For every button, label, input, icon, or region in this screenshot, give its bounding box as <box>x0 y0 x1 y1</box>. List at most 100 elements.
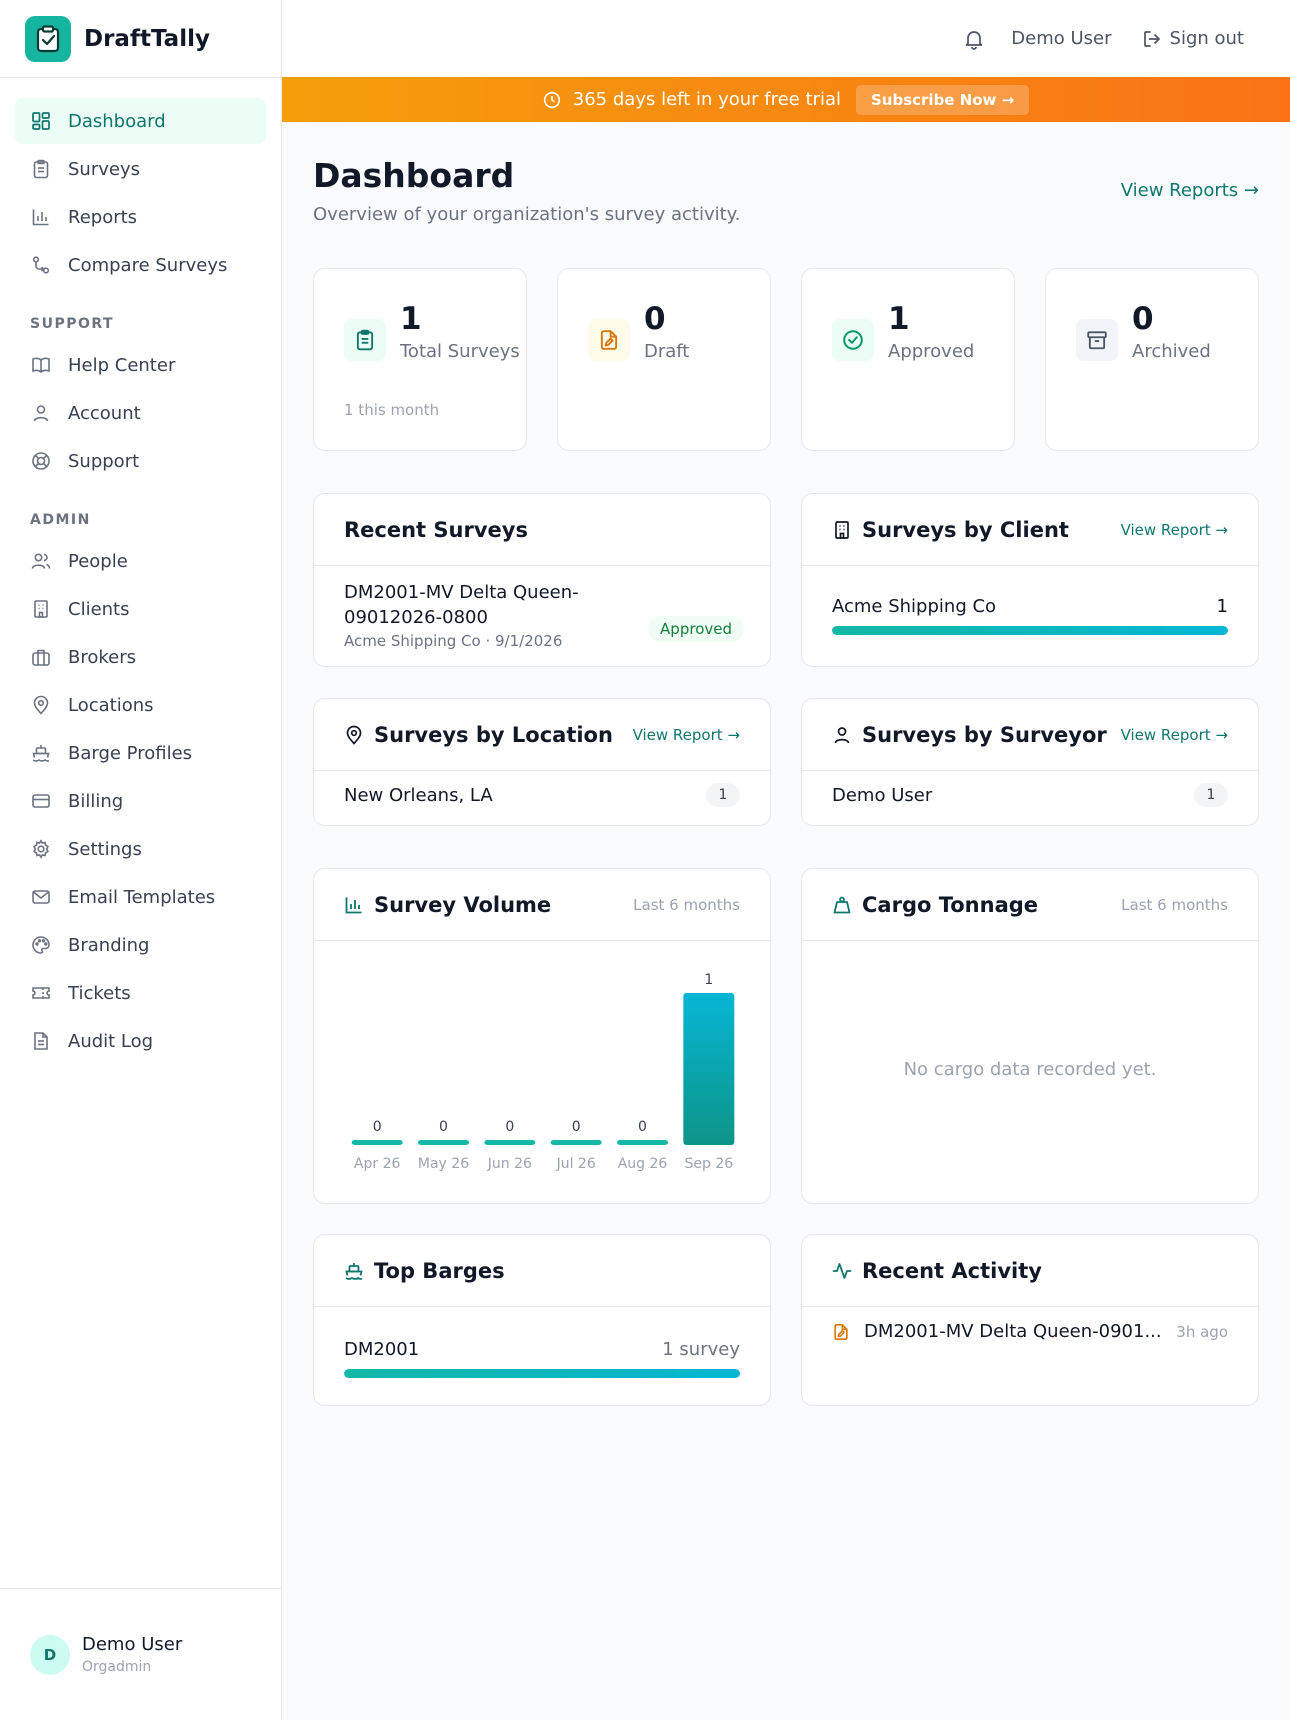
sidebar-item-compare-surveys[interactable]: Compare Surveys <box>15 242 266 288</box>
sidebar-item-label: Brokers <box>68 646 137 668</box>
activity-item[interactable]: DM2001-MV Delta Queen-0901... 3h ago <box>832 1321 1228 1342</box>
card-title: Surveys by Surveyor <box>862 722 1107 747</box>
sidebar-user-role: Orgadmin <box>82 1659 152 1675</box>
view-reports-link[interactable]: View Reports → <box>1120 180 1259 201</box>
barge-name: DM2001 <box>344 1339 420 1360</box>
sign-out-button[interactable]: Sign out <box>1142 28 1244 49</box>
recent-surveys-card: Recent Surveys DM2001-MV Delta Queen-090… <box>313 493 771 667</box>
card-header: Survey Volume Last 6 months <box>314 869 770 941</box>
mail-icon <box>30 886 52 908</box>
cargo-tonnage-card: Cargo Tonnage Last 6 months No cargo dat… <box>801 868 1259 1204</box>
stat-card-total-surveys[interactable]: 1 Total Surveys 1 this month <box>313 268 527 451</box>
bar-chart-icon <box>30 206 52 228</box>
sidebar-user[interactable]: D Demo User Orgadmin <box>0 1588 281 1720</box>
sidebar-item-help-center[interactable]: Help Center <box>15 342 266 388</box>
clock-icon <box>543 91 560 108</box>
nav-section-admin: ADMIN <box>30 512 91 528</box>
location-row[interactable]: New Orleans, LA 1 <box>344 783 740 807</box>
sidebar-item-tickets[interactable]: Tickets <box>15 970 266 1016</box>
sidebar-item-people[interactable]: People <box>15 538 266 584</box>
file-text-icon <box>30 1030 52 1052</box>
sidebar-item-label: Audit Log <box>68 1030 154 1052</box>
survey-list-item[interactable]: DM2001-MV Delta Queen-09012026-0800 Acme… <box>344 580 744 650</box>
recent-activity-card: Recent Activity DM2001-MV Delta Queen-09… <box>801 1234 1259 1406</box>
chart-x-tick-label: Sep 26 <box>685 1156 734 1172</box>
card-title: Cargo Tonnage <box>862 892 1039 917</box>
view-report-link[interactable]: View Report → <box>1120 520 1228 539</box>
survey-name: DM2001-MV Delta Queen-09012026-0800 <box>344 582 579 628</box>
surveys-by-client-card: Surveys by Client View Report → Acme Shi… <box>801 493 1259 667</box>
sidebar-item-label: Email Templates <box>68 886 216 908</box>
briefcase-icon <box>30 646 52 668</box>
stat-label: Draft <box>644 341 690 362</box>
card-title: Recent Surveys <box>344 517 528 542</box>
card-period: Last 6 months <box>633 895 740 914</box>
chart-x-tick-label: Aug 26 <box>618 1156 668 1172</box>
card-title: Survey Volume <box>374 892 552 917</box>
view-report-link[interactable]: View Report → <box>1120 725 1228 744</box>
surveyor-row[interactable]: Demo User 1 <box>832 783 1228 807</box>
sidebar-item-reports[interactable]: Reports <box>15 194 266 240</box>
location-name: New Orleans, LA <box>344 784 493 806</box>
sidebar-item-label: Tickets <box>68 982 131 1004</box>
stat-subtext: 1 this month <box>344 401 440 419</box>
chart-bar <box>550 1140 602 1145</box>
sidebar-item-barge-profiles[interactable]: Barge Profiles <box>15 730 266 776</box>
barge-row[interactable]: DM2001 1 survey <box>344 1339 740 1378</box>
bell-icon[interactable] <box>963 28 985 50</box>
clipboard-icon <box>30 158 52 180</box>
sidebar-item-billing[interactable]: Billing <box>15 778 266 824</box>
client-row[interactable]: Acme Shipping Co 1 <box>832 596 1228 635</box>
chart-value-label: 0 <box>572 1119 581 1135</box>
chart-x-tick-label: Jun 26 <box>487 1156 532 1172</box>
map-pin-icon <box>346 725 362 745</box>
sidebar-item-clients[interactable]: Clients <box>15 586 266 632</box>
card-title: Surveys by Client <box>862 517 1069 542</box>
topbar: Demo User Sign out <box>282 0 1290 77</box>
surveyor-name: Demo User <box>832 784 933 806</box>
stat-card-archived[interactable]: 0 Archived <box>1045 268 1259 451</box>
sidebar-item-brokers[interactable]: Brokers <box>15 634 266 680</box>
trial-banner: 365 days left in your free trial Subscri… <box>282 77 1290 122</box>
ship-icon <box>30 742 52 764</box>
nav-section-support: SUPPORT <box>30 316 115 332</box>
sidebar-item-support[interactable]: Support <box>15 438 266 484</box>
stat-card-draft[interactable]: 0 Draft <box>557 268 771 451</box>
sidebar-item-settings[interactable]: Settings <box>15 826 266 872</box>
stat-label: Archived <box>1132 341 1211 362</box>
archive-icon <box>1076 319 1118 361</box>
sidebar-item-label: Reports <box>68 206 138 228</box>
sidebar-item-dashboard[interactable]: Dashboard <box>15 98 266 144</box>
view-report-link[interactable]: View Report → <box>632 725 740 744</box>
stat-card-approved[interactable]: 1 Approved <box>801 268 1015 451</box>
chart-x-tick-label: Apr 26 <box>354 1156 401 1172</box>
subscribe-now-button[interactable]: Subscribe Now → <box>855 84 1030 115</box>
stat-label: Approved <box>888 341 975 362</box>
sidebar-item-audit-log[interactable]: Audit Log <box>15 1018 266 1064</box>
sidebar-item-branding[interactable]: Branding <box>15 922 266 968</box>
logo-clipboard-icon <box>25 15 71 62</box>
sidebar-item-email-templates[interactable]: Email Templates <box>15 874 266 920</box>
activity-time: 3h ago <box>1176 1322 1228 1341</box>
client-name: Acme Shipping Co <box>832 596 997 617</box>
sidebar-item-label: Clients <box>68 598 130 620</box>
sidebar-item-account[interactable]: Account <box>15 390 266 436</box>
card-header: Cargo Tonnage Last 6 months <box>802 869 1258 941</box>
sidebar-item-surveys[interactable]: Surveys <box>15 146 266 192</box>
barge-progress-bar <box>344 1369 740 1378</box>
survey-volume-card: Survey Volume Last 6 months 0 Apr 26 0 May … <box>313 868 771 1204</box>
sidebar-item-label: Surveys <box>68 158 140 180</box>
chart-value-label: 0 <box>505 1119 514 1135</box>
activity-text: DM2001-MV Delta Queen-0901... <box>864 1321 1162 1342</box>
brand[interactable]: DraftTally <box>0 0 281 78</box>
sidebar-item-locations[interactable]: Locations <box>15 682 266 728</box>
top-barges-card: Top Barges DM2001 1 survey <box>313 1234 771 1406</box>
card-header: Recent Activity <box>802 1235 1258 1307</box>
card-header: Top Barges <box>314 1235 770 1307</box>
surveys-by-surveyor-card: Surveys by Surveyor View Report → Demo U… <box>801 698 1259 826</box>
sidebar-item-label: Account <box>68 402 141 424</box>
sidebar-item-label: Dashboard <box>68 110 166 132</box>
building-icon <box>835 520 849 539</box>
avatar: D <box>30 1634 70 1675</box>
bar-chart-icon <box>345 897 362 913</box>
